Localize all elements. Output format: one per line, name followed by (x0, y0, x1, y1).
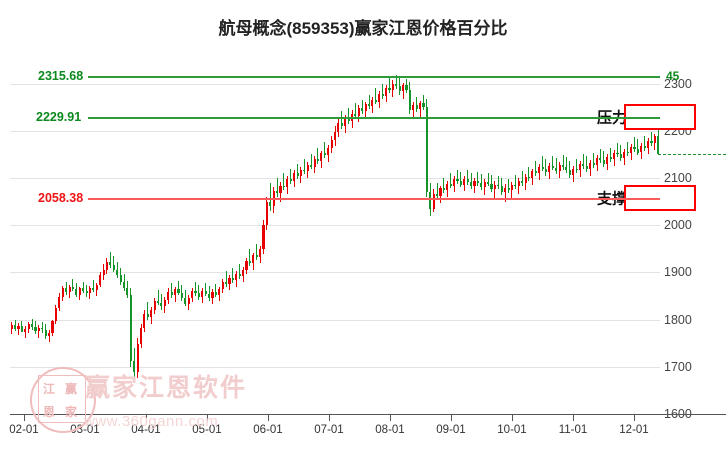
x-tick-12-01 (634, 414, 635, 421)
x-axis-label-08-01: 08-01 (375, 424, 405, 436)
x-axis-label-07-01: 07-01 (314, 424, 344, 436)
x-tick-02-01 (24, 414, 25, 421)
x-axis-label-12-01: 12-01 (619, 424, 649, 436)
watermark-brand: 赢家江恩软件 (85, 374, 248, 402)
x-tick-11-01 (573, 414, 574, 421)
gann-percent-label-45: 45 (666, 69, 680, 84)
gann-price-label-0: 2058.38 (38, 190, 84, 205)
watermark-url: www.360gann.com (84, 413, 219, 430)
gann-line-30 (88, 116, 660, 119)
x-axis-label-06-01: 06-01 (253, 424, 283, 436)
seal-char-0: 江 (43, 382, 56, 396)
gann-line-45 (88, 76, 660, 79)
y-axis-label-2300: 2300 (664, 76, 692, 91)
gann-line-0 (88, 197, 660, 200)
gridline-2300 (10, 83, 660, 85)
watermark-seal-inner: 江 赢 恩 家 (38, 375, 86, 423)
x-tick-04-01 (146, 414, 147, 421)
y-axis-label-1900: 1900 (664, 265, 692, 280)
gann-price-label-45: 2315.68 (38, 69, 84, 84)
x-axis-label-10-01: 10-01 (497, 424, 527, 436)
x-tick-07-01 (329, 414, 330, 421)
gann-price-label-30: 2229.91 (36, 109, 82, 124)
y-axis-label-2000: 2000 (664, 218, 692, 233)
x-axis-label-09-01: 09-01 (436, 424, 466, 436)
x-axis-line (10, 414, 726, 415)
watermark-seal-icon (30, 367, 96, 433)
x-tick-08-01 (390, 414, 391, 421)
x-tick-09-01 (451, 414, 452, 421)
x-tick-05-01 (207, 414, 208, 421)
x-axis-label-11-01: 11-01 (558, 424, 588, 436)
gridline-1700 (10, 366, 660, 368)
gridline-2100 (10, 178, 660, 179)
plot-area[interactable] (10, 60, 660, 415)
x-tick-10-01 (512, 414, 513, 421)
seal-char-2: 恩 (43, 405, 56, 419)
x-axis-label-05-01: 05-01 (192, 424, 222, 436)
seal-char-3: 家 (65, 405, 78, 419)
gridline-1800 (10, 319, 660, 321)
last-price-dashed-line (658, 154, 726, 156)
page-title: 航母概念(859353)赢家江恩价格百分比 (218, 19, 508, 38)
gridline-1900 (10, 272, 660, 274)
y-axis-label-1800: 1800 (664, 312, 692, 327)
y-axis-label-1700: 1700 (664, 359, 692, 374)
x-axis-label-04-01: 04-01 (131, 424, 161, 436)
x-tick-06-01 (268, 414, 269, 421)
gridline-2000 (10, 225, 660, 227)
x-axis-label-02-01: 02-01 (9, 424, 39, 436)
y-axis-label-2100: 2100 (664, 171, 692, 185)
seal-char-1: 赢 (65, 382, 78, 396)
